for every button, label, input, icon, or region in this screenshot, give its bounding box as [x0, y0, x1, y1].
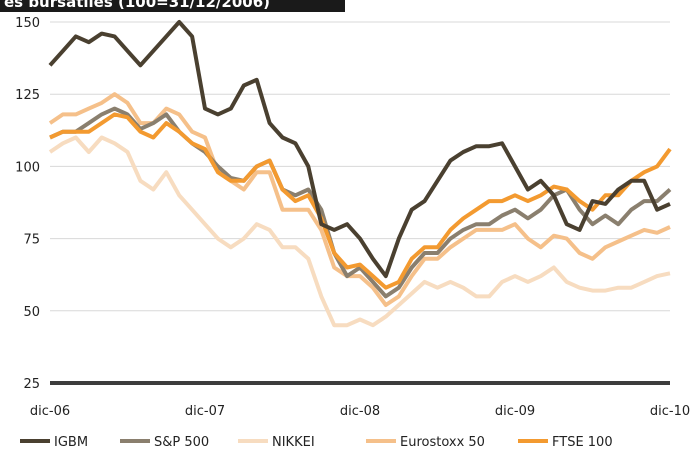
- x-tick-label: dic-09: [495, 404, 535, 419]
- x-tick-label: dic-07: [185, 404, 225, 419]
- series-line: [48, 20, 671, 279]
- x-tick-label: dic-10: [650, 404, 690, 419]
- y-tick-label: 100: [15, 160, 40, 175]
- legend-label: NIKKEI: [272, 435, 315, 450]
- x-tick-label: dic-06: [30, 404, 70, 419]
- chart-title: es bursátiles (100=31/12/2006): [4, 0, 270, 11]
- y-tick-label: 125: [15, 88, 40, 103]
- y-tick-label: 50: [23, 305, 40, 320]
- x-tick-label: dic-08: [340, 404, 380, 419]
- legend-label: IGBM: [54, 435, 88, 450]
- y-tick-label: 150: [15, 16, 40, 31]
- title-bar: [0, 0, 345, 12]
- series-line: [49, 106, 672, 299]
- y-tick-label: 75: [23, 233, 40, 248]
- legend-label: S&P 500: [154, 435, 209, 450]
- legend-label: FTSE 100: [552, 435, 613, 450]
- series-line: [48, 135, 671, 328]
- legend-label: Eurostoxx 50: [400, 435, 485, 450]
- y-tick-label: 25: [23, 377, 40, 392]
- series-line: [49, 112, 672, 290]
